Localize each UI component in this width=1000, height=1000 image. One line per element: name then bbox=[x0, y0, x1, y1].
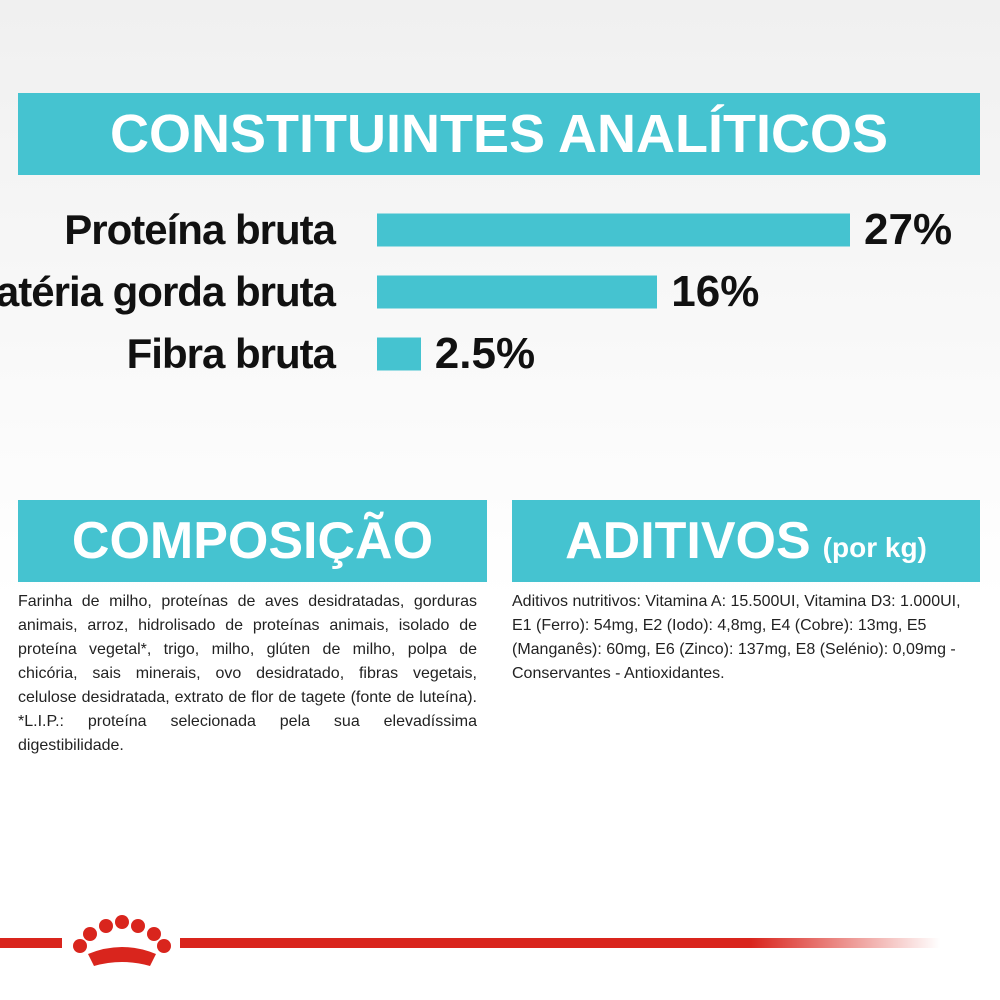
additives-subtitle: (por kg) bbox=[822, 532, 927, 563]
footer-logo bbox=[0, 915, 940, 966]
category-label: Matéria gorda bruta bbox=[0, 268, 336, 315]
category-label: Proteína bruta bbox=[64, 206, 336, 253]
additives-title: ADITIVOS bbox=[565, 512, 811, 570]
bar bbox=[377, 337, 421, 371]
value-label: 27% bbox=[864, 205, 953, 254]
additives-header: ADITIVOS (por kg) bbox=[512, 500, 980, 582]
composition-title: COMPOSIÇÃO bbox=[18, 500, 487, 582]
value-label: 16% bbox=[671, 267, 760, 316]
bar bbox=[377, 213, 850, 247]
additives-text: Aditivos nutritivos: Vitamina A: 15.500U… bbox=[512, 593, 961, 682]
composition-text: Farinha de milho, proteínas de aves desi… bbox=[18, 593, 477, 754]
bar bbox=[377, 275, 658, 309]
category-label: Fibra bruta bbox=[126, 330, 336, 377]
chart-title: CONSTITUINTES ANALÍTICOS bbox=[18, 93, 980, 175]
value-label: 2.5% bbox=[434, 329, 536, 378]
